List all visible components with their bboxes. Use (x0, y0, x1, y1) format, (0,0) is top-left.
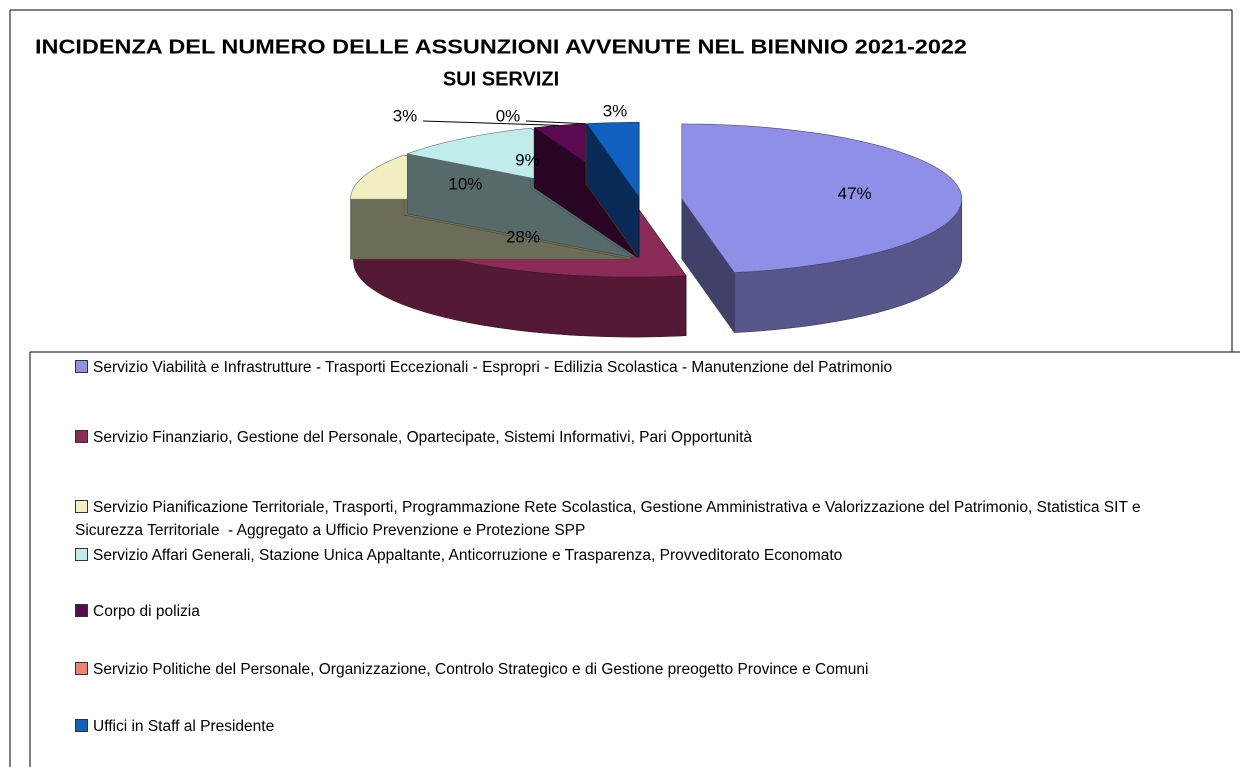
legend-item: Uffici in Staff al Presidente (75, 715, 1205, 738)
slice (681, 123, 963, 273)
chart-title: SUI SERVIZI (443, 68, 559, 90)
legend-swatch (75, 719, 88, 732)
legend-label: Servizio Affari Generali, Stazione Unica… (93, 547, 843, 564)
legend-label: Corpo di polizia (93, 603, 200, 620)
leader-line (422, 120, 560, 126)
chart-title: INCIDENZA DEL NUMERO DELLE ASSUNZIONI AV… (35, 36, 967, 58)
legend-item: Servizio Politiche del Personale, Organi… (75, 658, 1205, 681)
legend-swatch (75, 500, 88, 513)
legend-swatch (75, 662, 88, 675)
legend-swatch (75, 360, 88, 373)
leader-line (525, 120, 586, 125)
data-label: 0% (496, 106, 521, 125)
legend-item: Servizio Viabilità e Infrastrutture - Tr… (75, 356, 1205, 379)
legend-swatch (75, 548, 88, 561)
data-label: 9% (515, 151, 540, 170)
legend-label: Servizio Politiche del Personale, Organi… (93, 661, 869, 678)
legend-swatch (75, 604, 88, 617)
data-label: 3% (393, 106, 418, 125)
legend-label: Servizio Pianificazione Territoriale, Tr… (75, 499, 1145, 539)
data-label: 3% (603, 101, 628, 120)
legend-label: Servizio Viabilità e Infrastrutture - Tr… (93, 359, 893, 376)
legend-item: Servizio Pianificazione Territoriale, Tr… (75, 496, 1205, 542)
legend-item: Servizio Affari Generali, Stazione Unica… (75, 544, 1205, 567)
legend-item: Corpo di polizia (75, 600, 1205, 623)
data-label: 47% (838, 184, 872, 203)
legend-swatch (75, 430, 88, 443)
data-label: 10% (448, 174, 482, 193)
data-label: 28% (506, 227, 540, 246)
legend-item: Servizio Finanziario, Gestione del Perso… (75, 426, 1205, 449)
legend-label: Uffici in Staff al Presidente (93, 718, 275, 735)
slice (586, 121, 640, 199)
legend-label: Servizio Finanziario, Gestione del Perso… (93, 429, 753, 446)
